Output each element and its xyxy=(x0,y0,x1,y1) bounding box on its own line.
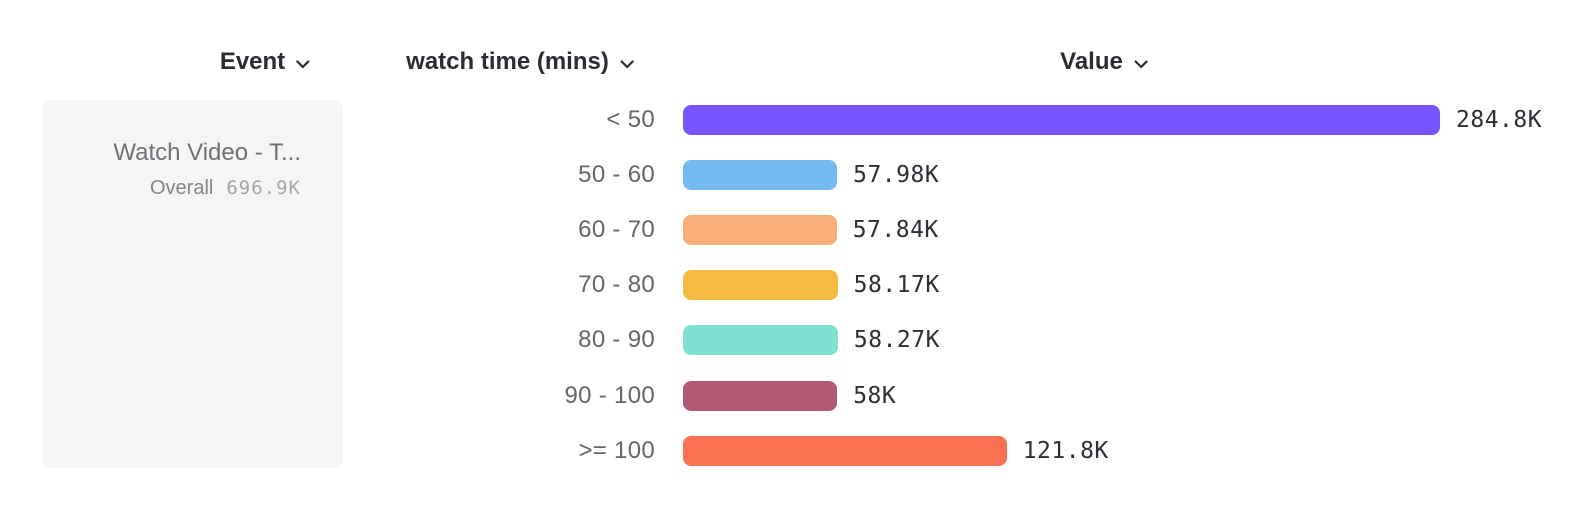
value-bar[interactable] xyxy=(683,214,837,245)
value-label: 57.84K xyxy=(852,216,939,243)
value-label: 57.98K xyxy=(853,161,940,188)
chevron-down-icon xyxy=(620,59,634,69)
chevron-down-icon xyxy=(1134,59,1148,69)
value-bar[interactable] xyxy=(683,104,1440,135)
overall-value: 696.9K xyxy=(226,177,301,199)
event-title: Watch Video - T... xyxy=(113,139,301,166)
category-label: 50 - 60 xyxy=(578,160,655,188)
value-bar[interactable] xyxy=(683,270,838,301)
value-label: 58.27K xyxy=(853,327,940,354)
value-label: 58.17K xyxy=(853,272,940,299)
breakdown-column-header[interactable]: watch time (mins) xyxy=(406,48,634,76)
event-overall-row: Overall 696.9K xyxy=(63,177,301,200)
chevron-down-icon xyxy=(296,59,310,69)
category-label: 90 - 100 xyxy=(564,381,655,409)
value-column-label: Value xyxy=(1060,48,1123,75)
value-bar[interactable] xyxy=(683,435,1007,466)
event-column-header[interactable]: Event xyxy=(220,48,310,76)
value-bar[interactable] xyxy=(683,380,838,411)
chart-row: < 50 284.8K xyxy=(0,92,1592,147)
category-label: 80 - 90 xyxy=(578,326,655,354)
chart-row: 60 - 70 57.84K xyxy=(0,202,1592,257)
event-card[interactable]: Watch Video - T... Overall 696.9K xyxy=(43,100,343,468)
category-label: < 50 xyxy=(606,105,655,133)
value-bar[interactable] xyxy=(683,325,838,356)
chart-row: 70 - 80 58.17K xyxy=(0,258,1592,313)
category-label: 70 - 80 xyxy=(578,271,655,299)
overall-label: Overall xyxy=(150,177,214,199)
bar-chart: < 50 284.8K 50 - 60 57.98K 60 - 70 57.84K 70 -… xyxy=(0,92,1592,478)
value-label: 284.8K xyxy=(1456,106,1543,133)
value-label: 58K xyxy=(853,382,897,409)
value-label: 121.8K xyxy=(1022,437,1109,464)
category-label: 60 - 70 xyxy=(578,215,655,243)
category-label: >= 100 xyxy=(578,436,655,464)
value-column-header[interactable]: Value xyxy=(1060,48,1148,76)
chart-row: 50 - 60 57.98K xyxy=(0,147,1592,202)
breakdown-column-label: watch time (mins) xyxy=(406,48,609,75)
chart-row: 90 - 100 58K xyxy=(0,368,1592,423)
chart-row: 80 - 90 58.27K xyxy=(0,313,1592,368)
chart-row: >= 100 121.8K xyxy=(0,423,1592,478)
value-bar[interactable] xyxy=(683,159,838,190)
event-column-label: Event xyxy=(219,48,286,75)
